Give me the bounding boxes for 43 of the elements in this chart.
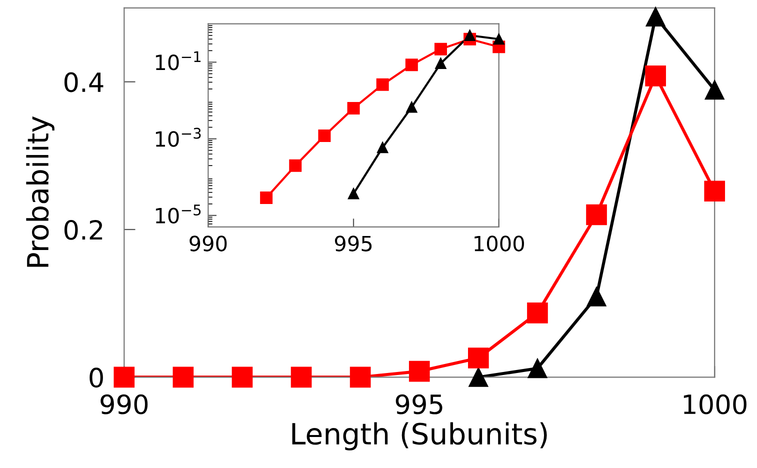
point: [377, 142, 388, 154]
point: [405, 58, 418, 72]
point: [114, 366, 135, 388]
point: [347, 102, 360, 114]
point: [348, 188, 360, 200]
x-axis-title: Length (Subunits): [292, 422, 547, 450]
point: [586, 204, 607, 226]
point: [493, 34, 504, 45]
x-tick-label: 1000: [684, 394, 746, 414]
point: [645, 65, 666, 86]
y-axis-title: Probability: [26, 116, 54, 267]
point: [704, 180, 726, 202]
point: [289, 159, 302, 172]
point: [468, 367, 488, 387]
y-tick-label: 10$^{−5}$: [156, 204, 201, 224]
y-tick-label: 0.4: [64, 72, 104, 92]
point: [376, 78, 389, 91]
y-tick-label: 0: [90, 368, 103, 388]
point: [406, 102, 418, 113]
x-tick-label: 1000: [474, 236, 524, 252]
point: [468, 348, 489, 368]
x-tick-label: 990: [100, 394, 148, 414]
y-tick-label: 10$^{−3}$: [156, 128, 201, 147]
point: [318, 130, 331, 142]
point: [527, 302, 548, 324]
point: [704, 80, 724, 100]
x-tick-label: 995: [334, 236, 372, 252]
point: [408, 360, 430, 382]
x-tick-label: 995: [396, 394, 442, 414]
point: [435, 58, 446, 69]
point: [260, 191, 273, 204]
x-tick-label: 990: [190, 236, 227, 252]
point: [172, 366, 194, 388]
y-tick-label: 10$^{−1}$: [156, 51, 201, 70]
point: [646, 7, 666, 27]
point: [350, 366, 371, 388]
point: [464, 30, 476, 41]
point: [586, 286, 606, 306]
y-tick-label: 0.2: [64, 220, 102, 240]
point: [232, 366, 253, 388]
point: [290, 366, 312, 388]
point: [528, 358, 548, 378]
point: [434, 42, 447, 56]
